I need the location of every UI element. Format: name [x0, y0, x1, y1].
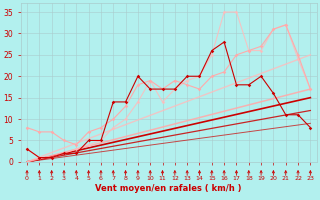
X-axis label: Vent moyen/en rafales ( km/h ): Vent moyen/en rafales ( km/h ): [95, 184, 242, 193]
